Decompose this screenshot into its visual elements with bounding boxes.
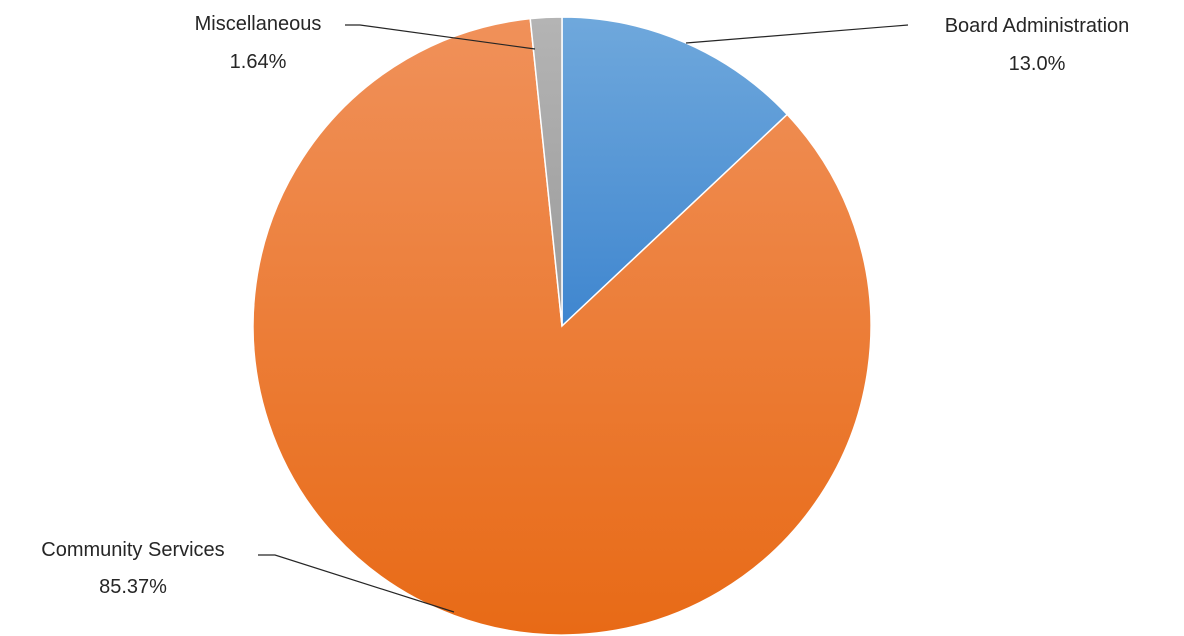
leader-line-board-administration — [685, 24, 909, 44]
data-labels: Board Administration 13.0% Community Ser… — [41, 13, 1129, 598]
slice-value-miscellaneous: 1.64% — [230, 51, 287, 73]
pie-slice-board-administration — [561, 16, 789, 328]
leader-line-miscellaneous — [345, 24, 536, 50]
slice-label-community-services: Community Services — [41, 539, 224, 561]
slice-value-board-administration: 13.0% — [1009, 53, 1066, 75]
leader-lines — [258, 24, 909, 613]
leader-line-community-services — [258, 554, 455, 613]
pie-slice-community-services — [252, 17, 872, 636]
pie-slices — [252, 16, 872, 636]
slice-label-miscellaneous: Miscellaneous — [195, 13, 322, 35]
pie-slice-miscellaneous — [529, 16, 563, 327]
slice-value-community-services: 85.37% — [99, 576, 167, 598]
slice-label-board-administration: Board Administration — [945, 15, 1130, 37]
